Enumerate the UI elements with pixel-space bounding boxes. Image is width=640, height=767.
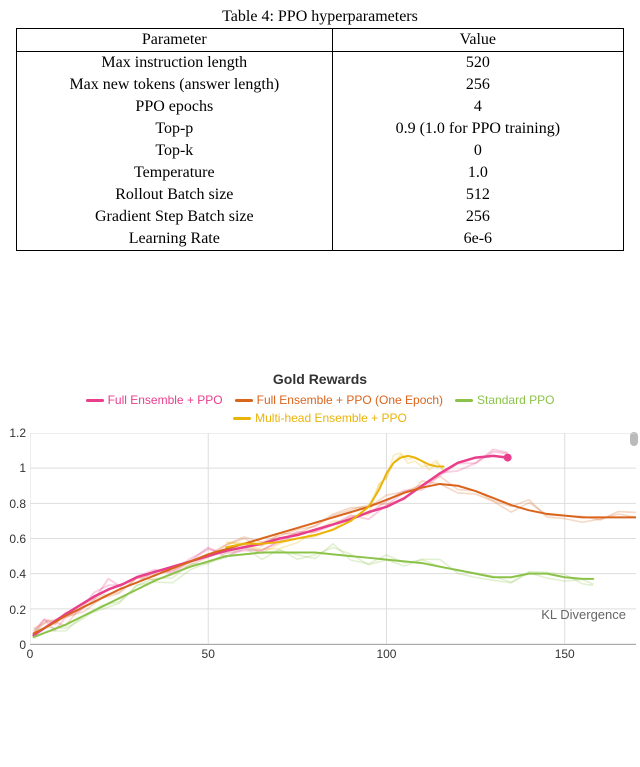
legend-label: Full Ensemble + PPO [108,393,223,407]
table-row: Learning Rate6e-6 [17,228,624,251]
table-cell: Temperature [17,162,333,184]
hyperparameters-table: Parameter Value Max instruction length52… [16,28,624,251]
legend-item: Standard PPO [455,391,554,409]
y-tick-label: 0.8 [9,497,26,511]
table-cell: Rollout Batch size [17,184,333,206]
table-cell: Top-k [17,140,333,162]
table-row: Max new tokens (answer length)256 [17,74,624,96]
series-line [34,553,594,637]
table-cell: 6e-6 [332,228,623,251]
legend-label: Full Ensemble + PPO (One Epoch) [257,393,443,407]
legend-swatch [235,399,253,402]
table-cell: Top-p [17,118,333,140]
chart-area: 00.20.40.60.811.2 KL Divergence 05010015… [4,433,636,663]
legend-swatch [86,399,104,402]
faded-trace [226,453,443,549]
table-cell: PPO epochs [17,96,333,118]
y-tick-label: 1.2 [9,426,26,440]
table-cell: Max new tokens (answer length) [17,74,333,96]
table-cell: Gradient Step Batch size [17,206,333,228]
column-header: Parameter [17,29,333,52]
chart-section: Gold Rewards Full Ensemble + PPOFull Ens… [0,371,640,663]
y-tick-label: 1 [19,461,26,475]
table-cell: 256 [332,74,623,96]
table-row: Temperature1.0 [17,162,624,184]
x-tick-label: 0 [27,647,34,661]
y-tick-label: 0 [19,638,26,652]
x-tick-label: 50 [202,647,215,661]
table-caption: Table 4: PPO hyperparameters [16,8,624,26]
legend-label: Multi-head Ensemble + PPO [255,411,407,425]
legend-swatch [233,417,251,420]
table-cell: Max instruction length [17,52,333,75]
table-cell: Learning Rate [17,228,333,251]
table-cell: 0.9 (1.0 for PPO training) [332,118,623,140]
table-row: Top-k0 [17,140,624,162]
legend-label: Standard PPO [477,393,554,407]
series-line [226,456,443,547]
x-axis: 0 50 100 150 [30,645,636,663]
x-tick-label: 100 [376,647,396,661]
y-tick-label: 0.4 [9,567,26,581]
table-cell: 520 [332,52,623,75]
table-row: Top-p0.9 (1.0 for PPO training) [17,118,624,140]
y-tick-label: 0.2 [9,603,26,617]
plot-area: KL Divergence [30,433,636,645]
y-axis: 00.20.40.60.811.2 [4,433,30,645]
chart-title: Gold Rewards [4,371,636,387]
table-row: Max instruction length520 [17,52,624,75]
table-row: Rollout Batch size512 [17,184,624,206]
legend-item: Full Ensemble + PPO [86,391,223,409]
chart-legend: Full Ensemble + PPO Full Ensemble + PPO (… [4,391,636,427]
table-row: PPO epochs4 [17,96,624,118]
table-cell: 256 [332,206,623,228]
table-row: Gradient Step Batch size256 [17,206,624,228]
y-tick-label: 0.6 [9,532,26,546]
legend-swatch [455,399,473,402]
legend-item: Full Ensemble + PPO (One Epoch) [235,391,443,409]
x-axis-label: KL Divergence [541,607,626,622]
column-header: Value [332,29,623,52]
series-end-marker [504,454,512,462]
legend-item: Multi-head Ensemble + PPO [233,409,407,427]
x-tick-label: 150 [555,647,575,661]
table-cell: 512 [332,184,623,206]
table-cell: 1.0 [332,162,623,184]
table-section: Table 4: PPO hyperparameters Parameter V… [0,0,640,251]
table-cell: 4 [332,96,623,118]
table-cell: 0 [332,140,623,162]
